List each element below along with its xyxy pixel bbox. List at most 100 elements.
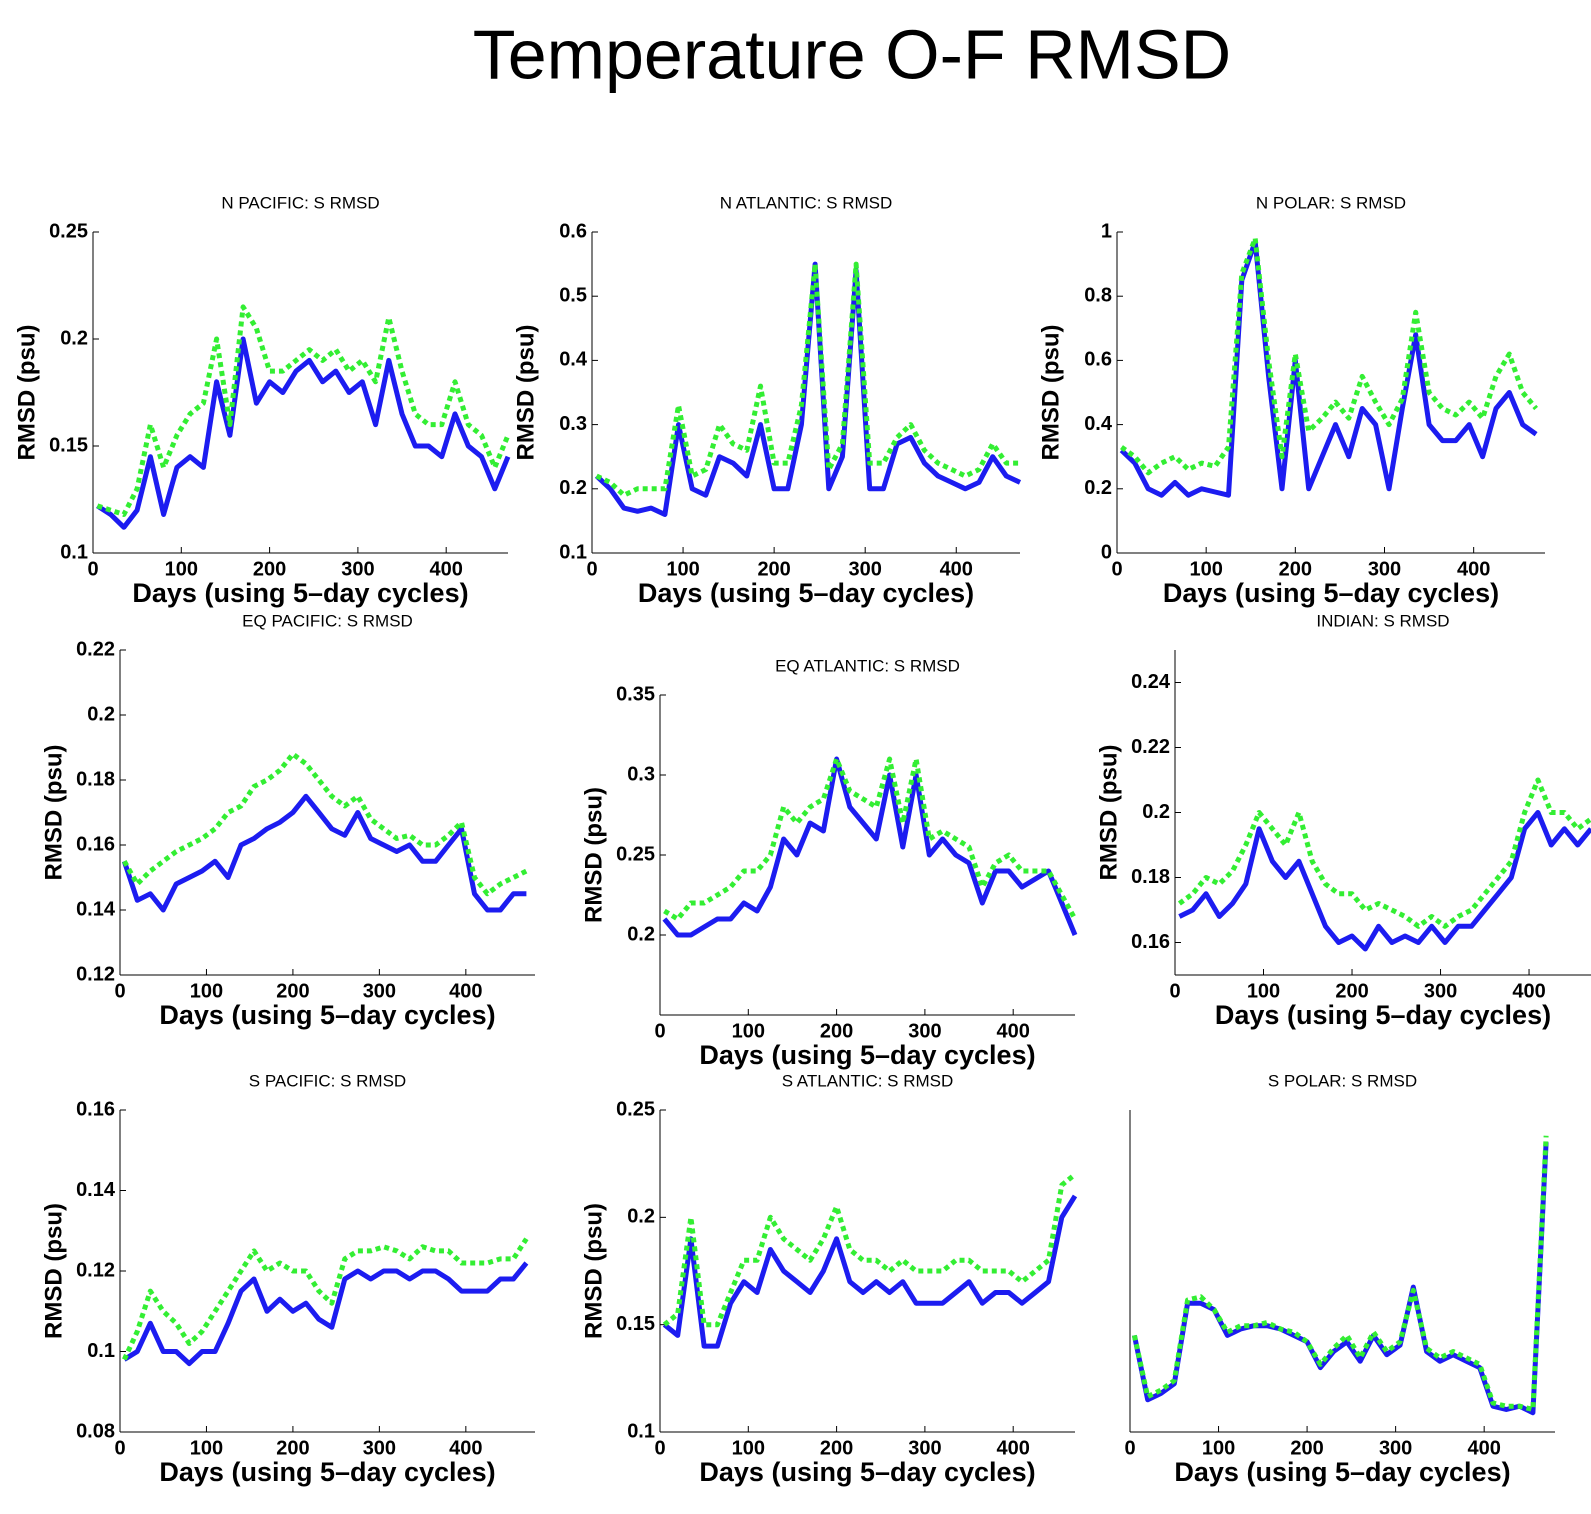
- y-tick-label: 0.15: [49, 434, 88, 456]
- x-tick-label: 300: [908, 1437, 941, 1459]
- x-tick-label: 400: [430, 558, 463, 580]
- subplot-title: S PACIFIC: S RMSD: [249, 1071, 406, 1090]
- x-tick-label: 300: [363, 1437, 396, 1459]
- x-tick-label: 100: [1202, 1437, 1235, 1459]
- y-axis-label: RMSD (psu): [1037, 325, 1064, 461]
- y-tick-label: 0.16: [76, 833, 115, 855]
- y-tick-label: 0.1: [627, 1420, 655, 1442]
- x-axis-label: Days (using 5–day cycles): [699, 1457, 1035, 1487]
- y-tick-label: 0.2: [1142, 801, 1170, 823]
- y-tick-label: 0.16: [76, 1098, 115, 1120]
- data-line: [662, 1172, 1077, 1328]
- x-axis-label: Days (using 5–day cycles): [638, 578, 974, 608]
- data-line: [96, 336, 511, 530]
- x-axis-label: Days (using 5–day cycles): [159, 1457, 495, 1487]
- data-line: [594, 261, 1022, 517]
- x-tick-label: 400: [449, 980, 482, 1002]
- y-tick-label: 0.4: [559, 349, 588, 371]
- x-tick-label: 0: [654, 1437, 665, 1459]
- y-tick-label: 0.22: [1131, 736, 1170, 758]
- x-tick-label: 0: [114, 1437, 125, 1459]
- y-tick-label: 0.24: [1131, 671, 1171, 693]
- data-line: [1177, 777, 1591, 929]
- y-axis-label: RMSD (psu): [40, 745, 67, 881]
- data-line: [663, 756, 1078, 922]
- x-tick-label: 100: [1189, 558, 1222, 580]
- y-axis-label: RMSD (psu): [580, 1203, 607, 1339]
- y-tick-label: 0.3: [559, 413, 587, 435]
- data-line: [1178, 810, 1591, 952]
- data-line: [1131, 1142, 1549, 1416]
- y-tick-label: 0.15: [616, 1313, 655, 1335]
- y-axis-label: RMSD (psu): [40, 1203, 67, 1339]
- y-tick-label: 0.3: [627, 763, 655, 785]
- y-tick-label: 0.25: [616, 1098, 655, 1120]
- y-tick-label: 0.12: [76, 1259, 115, 1281]
- x-tick-label: 100: [732, 1437, 765, 1459]
- y-axis-label: RMSD (psu): [512, 325, 539, 461]
- x-tick-label: 400: [1512, 980, 1545, 1002]
- y-tick-label: 0.14: [76, 1179, 116, 1201]
- y-tick-label: 0.6: [1084, 349, 1112, 371]
- y-tick-label: 0.1: [559, 541, 587, 563]
- x-tick-label: 100: [732, 1020, 765, 1042]
- y-tick-label: 0.35: [616, 683, 655, 705]
- x-tick-label: 200: [820, 1020, 853, 1042]
- y-tick-label: 0.5: [559, 284, 587, 306]
- x-tick-label: 100: [190, 980, 223, 1002]
- y-tick-label: 0.1: [60, 541, 88, 563]
- data-line: [121, 793, 527, 913]
- x-axis-label: Days (using 5–day cycles): [159, 1000, 495, 1030]
- subplot: N POLAR: S RMSD 0 100 200 300 400 0 0.2 0.4 0.6 0.…: [1037, 193, 1545, 608]
- x-tick-label: 0: [586, 558, 597, 580]
- x-tick-label: 400: [1467, 1437, 1500, 1459]
- y-tick-label: 0.18: [76, 768, 115, 790]
- x-tick-label: 0: [114, 980, 125, 1002]
- data-line: [1131, 1135, 1549, 1412]
- x-tick-label: 400: [940, 558, 973, 580]
- subplot-title: S ATLANTIC: S RMSD: [782, 1071, 954, 1090]
- x-tick-label: 300: [341, 558, 374, 580]
- x-tick-label: 0: [1124, 1437, 1135, 1459]
- x-tick-label: 200: [276, 1437, 309, 1459]
- y-tick-label: 0.4: [1084, 413, 1113, 435]
- y-axis-label: RMSD (psu): [1095, 745, 1122, 881]
- y-tick-label: 0.2: [559, 477, 587, 499]
- x-tick-label: 300: [1368, 558, 1401, 580]
- subplot: N PACIFIC: S RMSD 0 100 200 300 400 0.1 0.15 0.2…: [13, 193, 511, 608]
- subplot-title: N ATLANTIC: S RMSD: [720, 193, 893, 212]
- y-tick-label: 0.2: [1084, 477, 1112, 499]
- y-tick-label: 0.25: [49, 220, 88, 242]
- x-axis-label: Days (using 5–day cycles): [1163, 578, 1499, 608]
- x-tick-label: 0: [654, 1020, 665, 1042]
- x-tick-label: 100: [1247, 980, 1280, 1002]
- data-line: [662, 1194, 1078, 1349]
- data-line: [595, 261, 1020, 498]
- y-tick-label: 0.22: [76, 638, 115, 660]
- x-axis-label: Days (using 5–day cycles): [1215, 1000, 1551, 1030]
- y-tick-label: 0.8: [1084, 284, 1112, 306]
- subplot-title: INDIAN: S RMSD: [1316, 611, 1449, 630]
- data-line: [96, 304, 511, 517]
- y-tick-label: 0: [1101, 541, 1112, 563]
- y-tick-label: 0.25: [616, 843, 655, 865]
- x-axis-label: Days (using 5–day cycles): [699, 1040, 1035, 1070]
- y-tick-label: 0.16: [1131, 931, 1170, 953]
- x-tick-label: 400: [997, 1020, 1030, 1042]
- x-tick-label: 300: [1424, 980, 1457, 1002]
- x-tick-label: 200: [820, 1437, 853, 1459]
- subplot-title: N POLAR: S RMSD: [1256, 193, 1406, 212]
- data-line: [1119, 239, 1538, 498]
- x-tick-label: 200: [1279, 558, 1312, 580]
- x-axis-label: Days (using 5–day cycles): [132, 578, 468, 608]
- data-line: [1120, 235, 1539, 476]
- y-tick-label: 1: [1101, 220, 1112, 242]
- data-line: [122, 1237, 529, 1361]
- y-tick-label: 0.2: [627, 1206, 655, 1228]
- subplot-title: EQ PACIFIC: S RMSD: [242, 611, 413, 630]
- x-tick-label: 200: [757, 558, 790, 580]
- x-tick-label: 300: [1379, 1437, 1412, 1459]
- x-tick-label: 400: [997, 1437, 1030, 1459]
- x-tick-label: 300: [849, 558, 882, 580]
